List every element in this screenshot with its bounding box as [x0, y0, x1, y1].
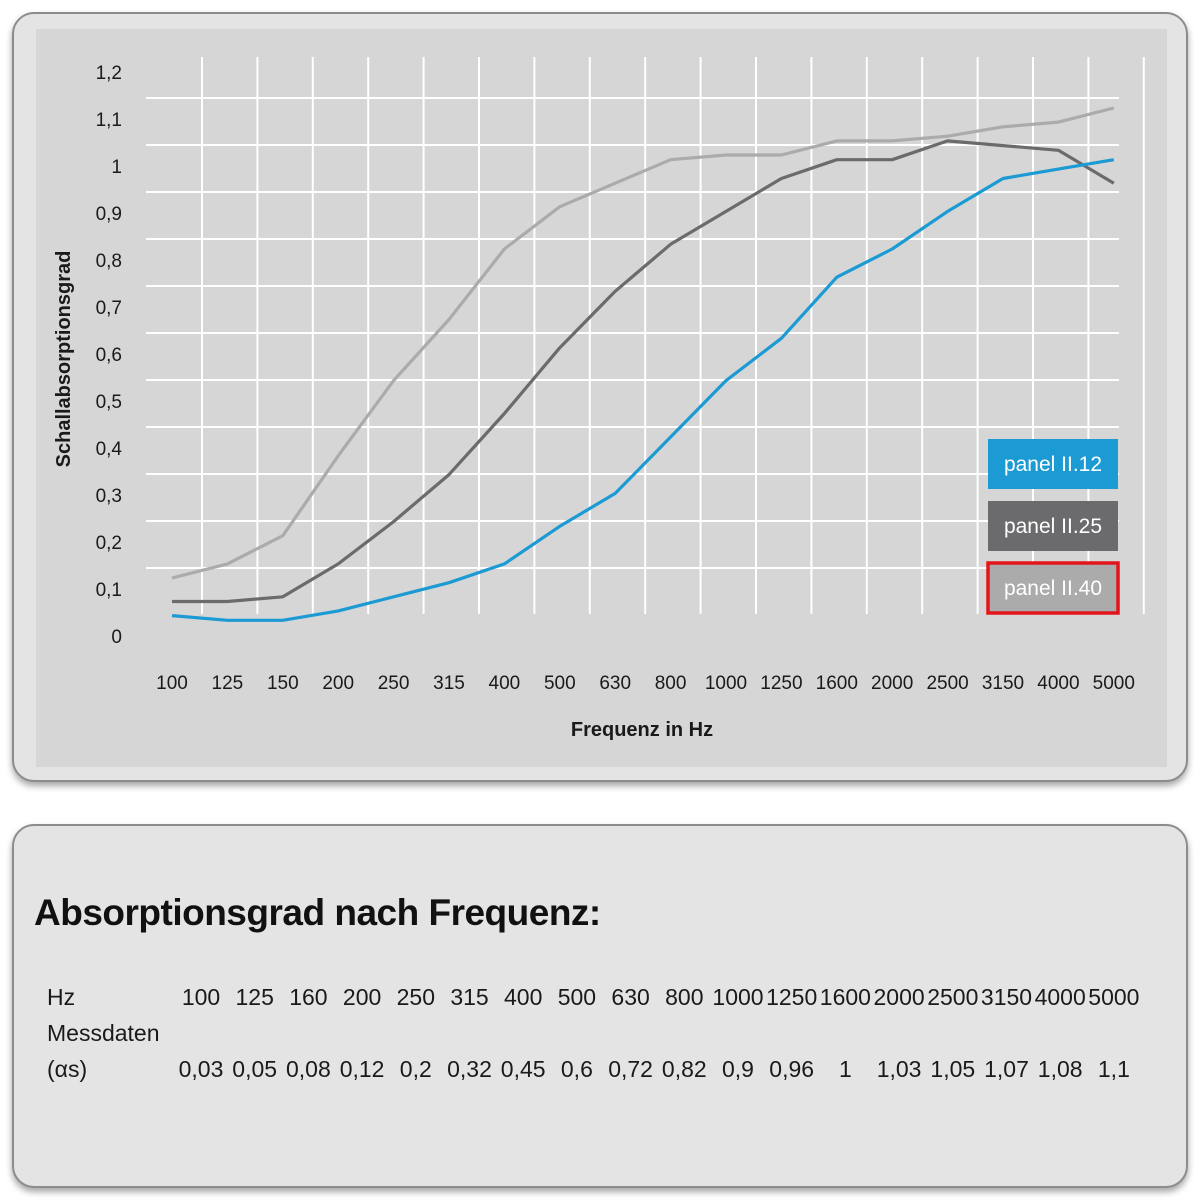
hz-cell: 160 — [289, 984, 328, 1010]
hz-cell: 125 — [235, 984, 274, 1010]
legend-swatch — [986, 561, 1120, 615]
x-tick-label: 2500 — [926, 673, 968, 694]
value-cell: 0,03 — [178, 1056, 224, 1082]
x-tick-label: 630 — [599, 673, 631, 694]
y-tick-label: 0,2 — [96, 533, 122, 554]
x-tick-label: 1000 — [705, 673, 747, 694]
legend-item: panel II.25 — [988, 501, 1118, 551]
value-cell: 1,08 — [1037, 1056, 1083, 1082]
x-tick-label: 400 — [489, 673, 521, 694]
y-tick-label: 0,6 — [96, 345, 122, 366]
hz-cell: 4000 — [1034, 984, 1086, 1010]
value-cell: 0,2 — [399, 1056, 432, 1082]
hz-cell: 250 — [396, 984, 435, 1010]
x-tick-label: 200 — [322, 673, 354, 694]
hz-cell: 2500 — [927, 984, 979, 1010]
x-tick-label: 500 — [544, 673, 576, 694]
y-tick-label: 0,7 — [96, 298, 122, 319]
x-axis-ticks: 100 125 150 200 250 315 400 500 630 800 1000 1250 16… — [156, 673, 1135, 694]
x-tick-label: 3150 — [982, 673, 1024, 694]
hz-row: Hz 100 125 160 200 250 315 400 500 630 800 1000 125… — [14, 984, 1190, 1018]
y-tick-label: 0,4 — [96, 439, 123, 460]
value-cell: 1,03 — [876, 1056, 922, 1082]
chart-panel: 0 0,1 0,2 0,3 0,4 0,5 0,6 0,7 0,8 0,9 1 1,1 1,2 100 1… — [12, 12, 1188, 782]
alpha-label: (αs) — [47, 1056, 88, 1082]
hz-cell: 400 — [504, 984, 543, 1010]
hz-cell: 500 — [557, 984, 597, 1010]
value-cell: 0,12 — [339, 1056, 385, 1082]
legend-label: panel II.12 — [1004, 453, 1102, 476]
values-row: (αs) 0,03 0,05 0,08 0,12 0,2 0,32 0,45 0,6 0,72 0… — [14, 1056, 1190, 1090]
x-tick-label: 250 — [378, 673, 410, 694]
y-tick-label: 0,1 — [96, 580, 122, 601]
hz-cell: 100 — [181, 984, 221, 1010]
x-axis-title: Frequenz in Hz — [571, 719, 713, 741]
y-tick-label: 0 — [111, 627, 122, 648]
y-axis-title: Schallabsorptionsgrad — [53, 251, 75, 468]
value-cell: 0,72 — [608, 1056, 653, 1082]
value-cell: 1 — [838, 1056, 852, 1082]
value-cell: 0,6 — [560, 1056, 593, 1082]
hz-cell: 5000 — [1088, 984, 1140, 1010]
absorption-chart: 00,10,20,30,40,50,60,70,80,911,11,2 100 1… — [36, 29, 1167, 767]
y-tick-label: 1 — [111, 157, 122, 178]
x-tick-label: 1600 — [816, 673, 858, 694]
hz-cell: 315 — [450, 984, 489, 1010]
value-cell: 1,1 — [1097, 1056, 1130, 1082]
hz-cell: 3150 — [980, 984, 1033, 1010]
value-cell: 0,96 — [769, 1056, 815, 1082]
hz-cell: 1250 — [766, 984, 818, 1010]
legend-label: panel II.25 — [1004, 515, 1102, 538]
value-cell: 0,82 — [661, 1056, 707, 1082]
value-cell: 0,32 — [447, 1056, 492, 1082]
data-table-panel: Absorptionsgrad nach Frequenz: Hz 100 125… — [12, 824, 1188, 1188]
table-title: Absorptionsgrad nach Frequenz: — [34, 892, 601, 933]
hz-cell: 2000 — [873, 984, 925, 1010]
hz-cell: 1000 — [712, 984, 764, 1010]
series-line — [171, 158, 1115, 622]
grid — [146, 57, 1145, 614]
series-line — [172, 139, 1115, 604]
y-tick-label: 0,9 — [96, 204, 122, 225]
y-tick-label: 0,8 — [96, 251, 122, 272]
messdaten-label: Messdaten — [47, 1020, 160, 1046]
x-tick-label: 800 — [655, 673, 687, 694]
legend-swatch — [988, 439, 1118, 489]
data-label-row: Messdaten — [14, 1020, 1190, 1054]
x-tick-label: 4000 — [1037, 673, 1079, 694]
plot-background — [36, 29, 1167, 767]
hz-cell: 800 — [665, 984, 704, 1010]
x-tick-label: 150 — [267, 673, 299, 694]
hz-cell: 200 — [342, 984, 382, 1010]
legend-swatch — [988, 501, 1118, 551]
x-tick-label: 5000 — [1093, 673, 1135, 694]
x-tick-label: 315 — [433, 673, 465, 694]
x-tick-label: 125 — [212, 673, 244, 694]
hz-row-label: Hz — [47, 984, 76, 1010]
y-tick-label: 1,1 — [96, 110, 122, 131]
value-cell: 0,05 — [232, 1056, 278, 1082]
value-cell: 1,05 — [930, 1056, 976, 1082]
legend-item: panel II.40 — [986, 561, 1120, 615]
y-axis-ticks: 0 0,1 0,2 0,3 0,4 0,5 0,6 0,7 0,8 0,9 1 1,1 1,2 — [96, 63, 123, 648]
x-tick-label: 2000 — [871, 673, 913, 694]
y-tick-label: 0,5 — [96, 392, 122, 413]
legend: panel II.12 panel II.25 panel II.40 — [986, 439, 1120, 615]
y-tick-label: 0,3 — [96, 486, 122, 507]
value-cell: 1,07 — [984, 1056, 1029, 1082]
hz-cell: 1600 — [819, 984, 871, 1010]
legend-label: panel II.40 — [1004, 577, 1102, 600]
x-tick-label: 1250 — [760, 673, 802, 694]
series-lines — [171, 106, 1115, 622]
x-tick-label: 100 — [156, 673, 188, 694]
value-cell: 0,45 — [500, 1056, 546, 1082]
legend-item: panel II.12 — [988, 439, 1118, 489]
value-cell: 0,08 — [286, 1056, 331, 1082]
series-line — [171, 106, 1115, 580]
value-cell: 0,9 — [722, 1056, 754, 1082]
y-tick-label: 1,2 — [96, 63, 122, 84]
hz-cell: 630 — [611, 984, 650, 1010]
